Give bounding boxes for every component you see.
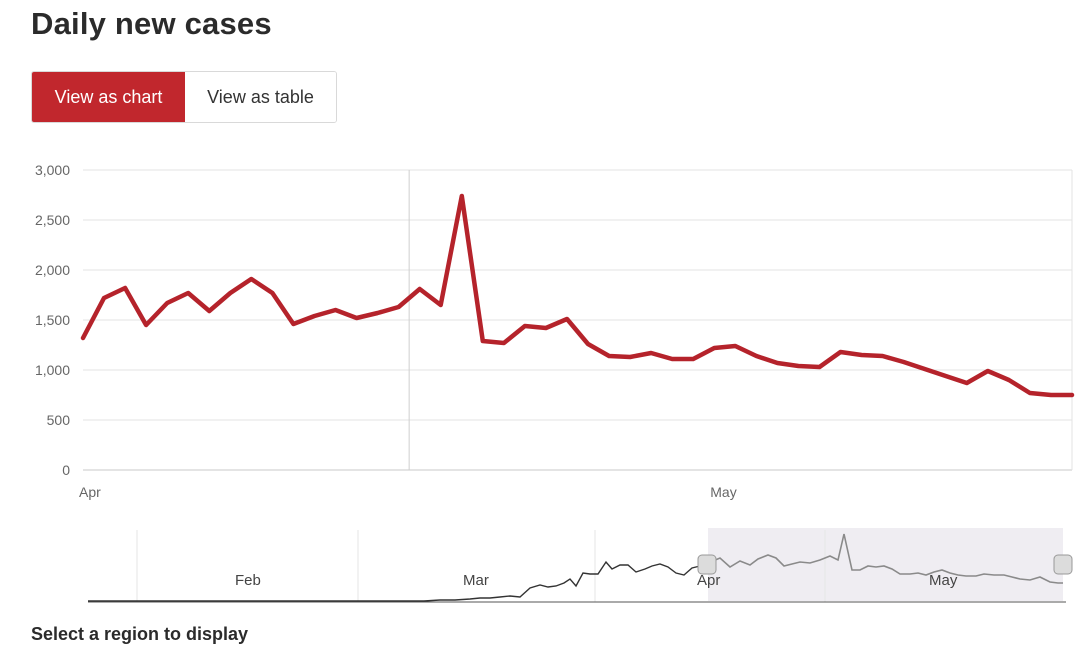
region-selector-label: Select a region to display bbox=[31, 624, 248, 645]
navigator-right-handle[interactable] bbox=[1054, 555, 1072, 574]
navigator-selected-range bbox=[708, 528, 1063, 601]
y-tick-label: 500 bbox=[47, 412, 71, 428]
navigator-month-label: Feb bbox=[235, 572, 261, 589]
series-line bbox=[83, 196, 1072, 395]
y-tick-label: 2,500 bbox=[35, 212, 70, 228]
y-tick-label: 0 bbox=[62, 462, 70, 478]
navigator-left-handle[interactable] bbox=[698, 555, 716, 574]
x-tick-label: Apr bbox=[79, 484, 101, 500]
x-tick-label: May bbox=[710, 484, 736, 500]
y-tick-label: 1,500 bbox=[35, 312, 70, 328]
y-tick-label: 3,000 bbox=[35, 162, 70, 178]
navigator-month-label: Mar bbox=[463, 572, 489, 589]
y-tick-label: 1,000 bbox=[35, 362, 70, 378]
navigator-month-label: Apr bbox=[697, 572, 720, 589]
y-tick-label: 2,000 bbox=[35, 262, 70, 278]
navigator-line-history bbox=[88, 562, 700, 601]
